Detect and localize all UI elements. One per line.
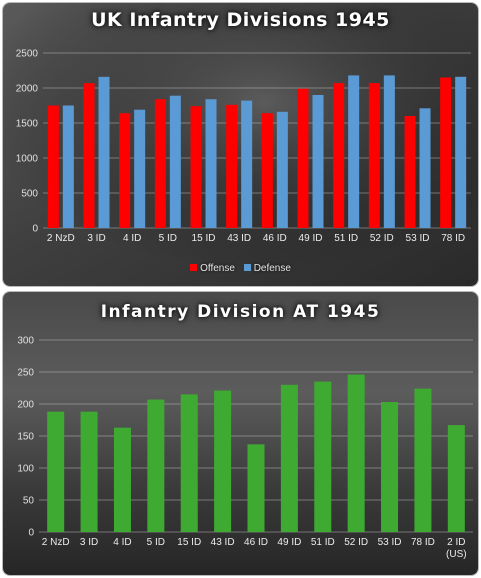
y-tick-label: 300 — [17, 336, 34, 347]
y-tick-label: 250 — [17, 368, 34, 379]
bar-defense — [383, 75, 395, 229]
bar-value — [381, 402, 399, 532]
chart-title: UK Infantry Divisions 1945 — [91, 9, 390, 31]
x-tick-label: 78 ID — [441, 233, 465, 244]
bar-offense — [333, 83, 345, 228]
y-tick-label: 50 — [23, 496, 35, 507]
chart-background-glow — [3, 3, 478, 286]
bar-value — [180, 394, 198, 532]
bar-offense — [83, 83, 95, 228]
x-tick-label: 49 ID — [299, 233, 323, 244]
bar-value — [214, 390, 232, 532]
legend-label-offense: Offense — [200, 263, 235, 274]
y-tick-label: 100 — [17, 464, 34, 475]
x-tick-label: 43 ID — [227, 233, 251, 244]
bar-value — [247, 444, 265, 532]
x-tick-label: 3 ID — [87, 233, 105, 244]
bar-offense — [297, 88, 309, 228]
x-tick-label: 51 ID — [334, 233, 358, 244]
x-tick-label: 5 ID — [159, 233, 177, 244]
infantry-at-chart-panel: 0 50 100 150 200 250 300 2 NzD 3 ID 4 ID 5 ID 15 I… — [2, 291, 479, 576]
x-tick-label: 15 ID — [192, 233, 216, 244]
bar-defense — [455, 76, 467, 228]
x-tick-label: 4 ID — [113, 537, 131, 548]
x-tick-label: 43 ID — [211, 537, 235, 548]
x-tick-label: 53 ID — [378, 537, 402, 548]
x-tick-label: 51 ID — [311, 537, 335, 548]
legend-label-defense: Defense — [253, 263, 291, 274]
uk-infantry-chart: 0 500 1000 1500 2000 2500 2 NzD 3 ID 4 ID 5 ID 15… — [3, 3, 478, 286]
bar-offense — [226, 104, 238, 228]
y-tick-label: 150 — [17, 432, 34, 443]
bar-value — [147, 399, 165, 532]
legend-item-defense: Defense — [243, 263, 291, 274]
x-tick-label: 3 ID — [80, 537, 98, 548]
x-tick-label: 15 ID — [177, 537, 201, 548]
x-tick-label: 5 ID — [147, 537, 165, 548]
x-tick-label: 46 ID — [244, 537, 268, 548]
y-tick-label: 0 — [28, 528, 34, 539]
bar-value — [414, 388, 432, 532]
x-tick-label: 53 ID — [406, 233, 430, 244]
bar-defense — [205, 99, 217, 228]
bar-defense — [98, 76, 110, 228]
infantry-at-chart: 0 50 100 150 200 250 300 2 NzD 3 ID 4 ID 5 ID 15 I… — [3, 292, 478, 575]
bar-offense — [154, 99, 166, 228]
y-tick-label: 200 — [17, 400, 34, 411]
bar-value — [113, 427, 131, 532]
bar-value — [280, 384, 298, 532]
x-tick-label: 49 ID — [277, 537, 301, 548]
chart-background-photo — [3, 292, 478, 575]
bar-defense — [134, 109, 146, 228]
bar-value — [80, 411, 98, 532]
x-tick-label: 52 ID — [344, 537, 368, 548]
y-tick-label: 500 — [21, 189, 38, 200]
y-tick-label: 0 — [32, 224, 38, 235]
bar-defense — [169, 95, 181, 228]
bar-offense — [404, 116, 416, 228]
x-tick-label: 52 ID — [370, 233, 394, 244]
x-tick-label: 78 ID — [411, 537, 435, 548]
bar-value — [314, 381, 332, 532]
bar-value — [47, 411, 65, 532]
x-tick-label: 4 ID — [123, 233, 141, 244]
legend-swatch-defense — [243, 263, 251, 271]
bar-defense — [62, 105, 74, 228]
y-tick-label: 1000 — [16, 154, 39, 165]
bar-defense — [419, 108, 431, 228]
bar-value — [447, 425, 465, 532]
x-tick-label: 2 NzD — [42, 537, 70, 548]
bar-offense — [190, 106, 202, 228]
legend-swatch-offense — [190, 263, 198, 271]
legend-item-offense: Offense — [190, 263, 235, 274]
y-tick-label: 2000 — [16, 84, 39, 95]
bar-defense — [276, 111, 288, 228]
y-tick-label: 2500 — [16, 49, 39, 60]
bar-value — [347, 374, 365, 532]
bar-offense — [47, 105, 59, 228]
bar-defense — [348, 75, 360, 229]
bar-defense — [241, 100, 253, 228]
uk-infantry-chart-panel: 0 500 1000 1500 2000 2500 2 NzD 3 ID 4 ID 5 ID 15… — [2, 2, 479, 287]
x-tick-label: 2 ID (US) — [446, 537, 467, 560]
bar-offense — [119, 113, 131, 228]
bar-offense — [261, 113, 273, 228]
y-tick-label: 1500 — [16, 119, 39, 130]
x-tick-label: 46 ID — [263, 233, 287, 244]
bar-offense — [440, 77, 452, 228]
chart-legend: Offense Defense — [3, 263, 478, 274]
chart-title: Infantry Division AT 1945 — [100, 302, 381, 322]
x-tick-label: 2 NzD — [47, 233, 75, 244]
bar-offense — [368, 83, 380, 228]
bar-defense — [312, 95, 324, 228]
